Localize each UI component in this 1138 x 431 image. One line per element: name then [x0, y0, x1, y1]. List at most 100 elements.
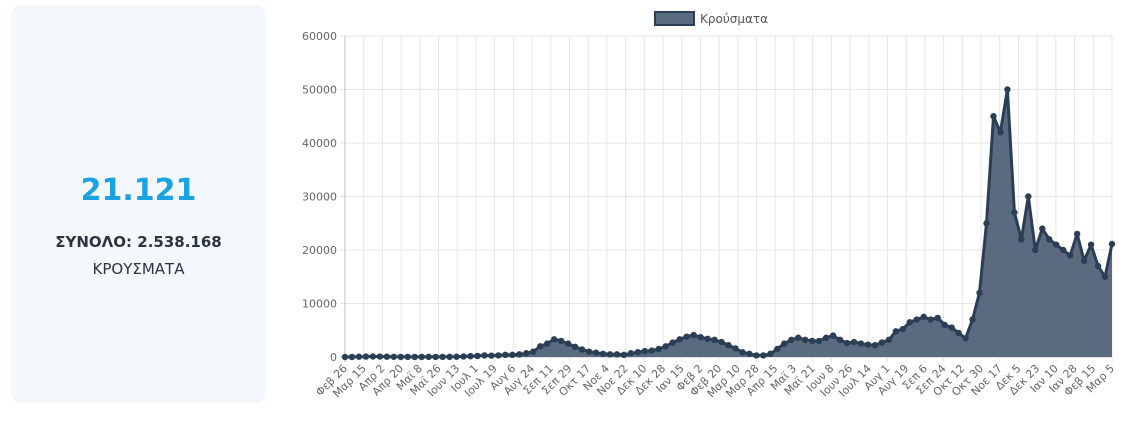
data-point[interactable]: [1011, 209, 1018, 216]
data-point[interactable]: [808, 337, 816, 345]
chart-legend[interactable]: Κρούσματα: [654, 11, 768, 26]
data-point[interactable]: [955, 329, 962, 337]
data-point[interactable]: [1032, 246, 1039, 254]
data-point[interactable]: [523, 350, 530, 357]
data-point[interactable]: [1094, 262, 1102, 270]
data-point[interactable]: [467, 352, 474, 360]
data-point[interactable]: [627, 350, 635, 357]
data-point[interactable]: [990, 113, 997, 120]
data-point[interactable]: [383, 353, 391, 360]
data-point[interactable]: [753, 352, 760, 359]
data-point[interactable]: [655, 345, 662, 353]
data-point[interactable]: [550, 336, 558, 343]
data-point[interactable]: [795, 334, 802, 341]
data-point[interactable]: [906, 319, 913, 326]
data-point[interactable]: [760, 352, 767, 359]
data-point[interactable]: [530, 348, 537, 355]
data-point[interactable]: [1073, 230, 1081, 238]
data-point[interactable]: [788, 336, 795, 344]
data-point[interactable]: [362, 353, 370, 360]
data-point[interactable]: [390, 353, 398, 360]
data-point[interactable]: [446, 353, 453, 361]
data-point[interactable]: [662, 343, 669, 350]
data-point[interactable]: [348, 353, 356, 361]
data-point[interactable]: [1018, 236, 1025, 243]
data-point[interactable]: [648, 347, 655, 354]
data-point[interactable]: [1108, 240, 1116, 248]
data-point[interactable]: [843, 339, 851, 347]
data-point[interactable]: [913, 316, 920, 323]
data-point[interactable]: [585, 348, 593, 355]
data-point[interactable]: [544, 340, 551, 347]
data-point[interactable]: [613, 351, 621, 358]
data-point[interactable]: [1025, 193, 1032, 200]
data-point[interactable]: [404, 353, 411, 361]
data-point[interactable]: [850, 338, 858, 346]
data-point[interactable]: [599, 350, 607, 357]
data-point[interactable]: [509, 351, 516, 359]
data-point[interactable]: [439, 353, 446, 361]
data-point[interactable]: [411, 353, 418, 361]
data-point[interactable]: [1046, 236, 1053, 243]
data-point[interactable]: [669, 339, 676, 346]
data-point[interactable]: [836, 336, 844, 344]
data-point[interactable]: [474, 352, 481, 360]
data-point[interactable]: [369, 353, 377, 360]
data-point[interactable]: [355, 353, 363, 360]
data-point[interactable]: [718, 338, 725, 346]
data-point[interactable]: [397, 353, 404, 361]
data-point[interactable]: [969, 316, 976, 323]
data-point[interactable]: [481, 352, 488, 359]
data-point[interactable]: [676, 336, 683, 343]
data-point[interactable]: [711, 336, 718, 344]
data-point[interactable]: [941, 321, 948, 329]
data-point[interactable]: [557, 337, 565, 345]
data-point[interactable]: [690, 331, 697, 339]
data-point[interactable]: [802, 336, 809, 344]
data-point[interactable]: [732, 345, 739, 352]
data-point[interactable]: [878, 339, 886, 346]
data-point[interactable]: [920, 313, 927, 321]
data-point[interactable]: [641, 347, 649, 355]
data-point[interactable]: [815, 337, 823, 345]
data-point[interactable]: [418, 353, 425, 361]
data-point[interactable]: [774, 345, 781, 353]
data-point[interactable]: [781, 340, 788, 347]
data-point[interactable]: [425, 353, 432, 361]
data-point[interactable]: [516, 351, 523, 358]
data-point[interactable]: [871, 342, 879, 349]
data-point[interactable]: [934, 314, 941, 322]
data-point[interactable]: [341, 353, 349, 361]
data-point[interactable]: [634, 348, 642, 356]
data-point[interactable]: [571, 343, 579, 351]
data-point[interactable]: [739, 348, 746, 356]
data-point[interactable]: [704, 335, 711, 343]
data-point[interactable]: [537, 343, 544, 350]
data-point[interactable]: [885, 336, 893, 344]
data-point[interactable]: [857, 340, 865, 347]
data-point[interactable]: [927, 316, 934, 323]
data-point[interactable]: [1080, 257, 1088, 264]
data-point[interactable]: [899, 325, 907, 333]
data-point[interactable]: [683, 333, 690, 340]
data-point[interactable]: [564, 340, 572, 347]
data-point[interactable]: [606, 351, 614, 358]
data-point[interactable]: [829, 332, 837, 339]
data-point[interactable]: [620, 351, 628, 359]
data-point[interactable]: [502, 351, 509, 359]
data-point[interactable]: [495, 352, 502, 359]
data-point[interactable]: [460, 353, 467, 360]
data-point[interactable]: [432, 353, 439, 361]
data-point[interactable]: [983, 220, 990, 227]
data-point[interactable]: [578, 346, 586, 353]
data-point[interactable]: [725, 342, 732, 349]
data-point[interactable]: [1087, 241, 1095, 248]
data-point[interactable]: [997, 129, 1004, 136]
data-point[interactable]: [1066, 252, 1074, 259]
data-point[interactable]: [767, 350, 774, 357]
data-point[interactable]: [453, 353, 460, 360]
data-point[interactable]: [864, 341, 872, 348]
data-point[interactable]: [1101, 273, 1109, 280]
data-point[interactable]: [746, 350, 753, 357]
data-point[interactable]: [822, 334, 830, 341]
